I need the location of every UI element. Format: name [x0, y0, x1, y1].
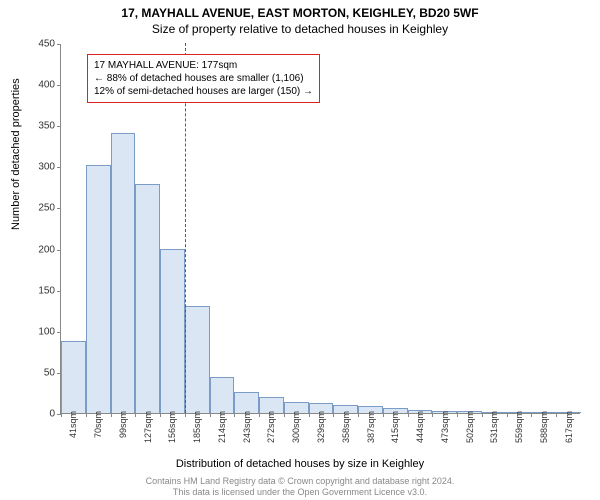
- x-tick-label: 300sqm: [291, 411, 301, 443]
- footer-line2: This data is licensed under the Open Gov…: [0, 487, 600, 498]
- footer-line1: Contains HM Land Registry data © Crown c…: [0, 476, 600, 487]
- annotation-line1: 17 MAYHALL AVENUE: 177sqm: [94, 59, 313, 72]
- x-tick-label: 617sqm: [564, 411, 574, 443]
- x-tick-label: 70sqm: [93, 411, 103, 438]
- histogram-bar: [234, 392, 259, 413]
- x-tick-label: 99sqm: [118, 411, 128, 438]
- x-tick-label: 272sqm: [266, 411, 276, 443]
- x-tick-label: 444sqm: [415, 411, 425, 443]
- annotation-line2: ← 88% of detached houses are smaller (1,…: [94, 72, 313, 85]
- y-tick-label: 50: [21, 367, 55, 378]
- y-tick-label: 100: [21, 326, 55, 337]
- page-subtitle: Size of property relative to detached ho…: [0, 22, 600, 36]
- histogram-bar: [135, 184, 160, 413]
- x-tick-label: 502sqm: [465, 411, 475, 443]
- histogram-bar: [61, 341, 86, 413]
- y-tick-label: 250: [21, 203, 55, 214]
- histogram-bar: [210, 377, 235, 413]
- y-tick-label: 200: [21, 244, 55, 255]
- x-axis-label: Distribution of detached houses by size …: [0, 458, 600, 470]
- x-tick-label: 185sqm: [192, 411, 202, 443]
- x-tick-label: 127sqm: [143, 411, 153, 443]
- footer-attribution: Contains HM Land Registry data © Crown c…: [0, 476, 600, 498]
- x-tick-label: 588sqm: [539, 411, 549, 443]
- annotation-box: 17 MAYHALL AVENUE: 177sqm← 88% of detach…: [87, 54, 320, 103]
- x-tick-label: 473sqm: [440, 411, 450, 443]
- x-tick-label: 415sqm: [390, 411, 400, 443]
- x-tick-label: 214sqm: [217, 411, 227, 443]
- x-tick-label: 358sqm: [341, 411, 351, 443]
- histogram-bar: [160, 249, 185, 413]
- x-tick-label: 243sqm: [242, 411, 252, 443]
- x-tick-label: 156sqm: [167, 411, 177, 443]
- y-tick-label: 0: [21, 409, 55, 420]
- page-title: 17, MAYHALL AVENUE, EAST MORTON, KEIGHLE…: [0, 6, 600, 20]
- x-tick-label: 387sqm: [366, 411, 376, 443]
- y-tick-label: 450: [21, 39, 55, 50]
- chart-area: 05010015020025030035040045041sqm70sqm99s…: [60, 44, 580, 414]
- x-tick-label: 41sqm: [68, 411, 78, 438]
- y-tick-label: 150: [21, 285, 55, 296]
- histogram-bar: [111, 133, 136, 413]
- y-tick-label: 300: [21, 162, 55, 173]
- histogram-bar: [86, 165, 111, 413]
- x-tick-label: 559sqm: [514, 411, 524, 443]
- y-tick-label: 350: [21, 121, 55, 132]
- x-tick-label: 329sqm: [316, 411, 326, 443]
- annotation-line3: 12% of semi-detached houses are larger (…: [94, 85, 313, 98]
- histogram-bar: [185, 306, 210, 413]
- y-tick-label: 400: [21, 80, 55, 91]
- x-tick-label: 531sqm: [489, 411, 499, 443]
- histogram-plot: 05010015020025030035040045041sqm70sqm99s…: [60, 44, 580, 414]
